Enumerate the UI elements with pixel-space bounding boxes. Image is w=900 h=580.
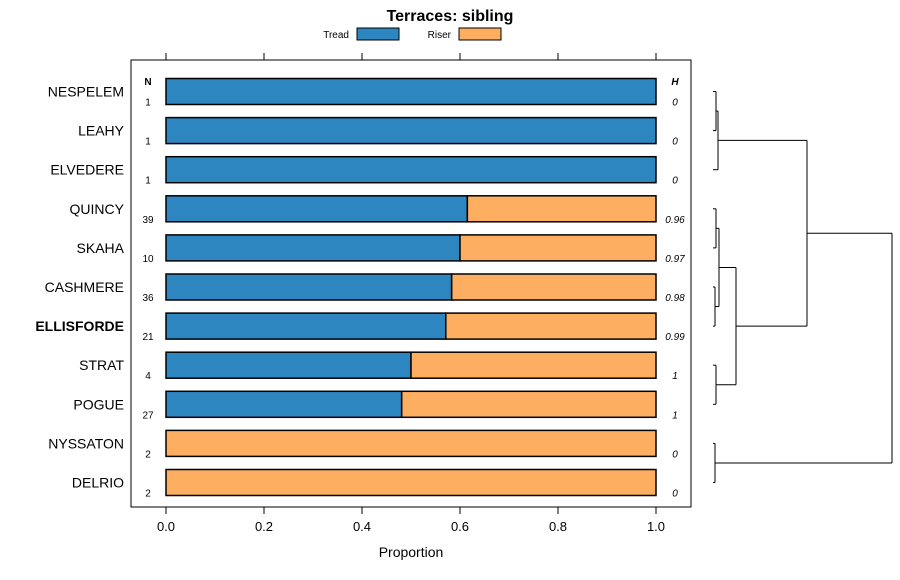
x-axis: 0.0 0.2 0.4 0.6 0.8 1.0: [157, 53, 665, 534]
n-value-pogue: 27: [142, 410, 154, 421]
x-tick-label: 0.2: [255, 519, 273, 534]
category-label-leahy: LEAHY: [78, 123, 125, 139]
category-label-nespelem: NESPELEM: [48, 84, 124, 100]
legend-swatch-riser: [458, 27, 502, 41]
x-tick-label: 0.6: [451, 519, 469, 534]
bar-riser-ellisforde: [445, 312, 657, 340]
h-value-skaha: 0.97: [665, 254, 685, 265]
n-value-nyssaton: 2: [145, 449, 151, 460]
category-label-delrio: DELRIO: [72, 475, 124, 491]
category-label-skaha: SKAHA: [77, 240, 125, 256]
category-label-cashmere: CASHMERE: [45, 279, 124, 295]
bar-riser-cashmere: [450, 273, 657, 301]
chart-title: Terraces: sibling: [387, 8, 514, 25]
h-header: H: [671, 77, 679, 88]
n-value-ellisforde: 21: [142, 332, 154, 343]
bar-tread-nespelem: [165, 77, 657, 106]
bar-tread-pogue: [165, 390, 403, 419]
bar-tread-quincy: [165, 195, 469, 223]
x-axis-title: Proportion: [379, 544, 444, 560]
bar-riser-pogue: [400, 390, 657, 419]
category-label-elvedere: ELVEDERE: [50, 162, 124, 178]
category-label-pogue: POGUE: [73, 396, 124, 412]
bar-tread-elvedere: [165, 155, 657, 184]
h-value-ellisforde: 0.99: [665, 332, 685, 343]
h-value-pogue: 1: [672, 410, 678, 421]
h-value-cashmere: 0.98: [665, 293, 685, 304]
bar-riser-skaha: [459, 234, 657, 262]
n-values: 1 1 1 39 10 36 21 4 27 2 2: [142, 98, 154, 500]
n-header: N: [144, 77, 151, 88]
x-tick-label: 1.0: [647, 519, 665, 534]
category-label-ellisforde: ELLISFORDE: [35, 318, 124, 334]
bar-tread-leahy: [165, 116, 657, 145]
h-values: 0 0 0 0.96 0.97 0.98 0.99 1 1 0 0: [665, 98, 685, 500]
bar-riser-delrio: [165, 468, 657, 497]
bar-tread-ellisforde: [165, 312, 447, 340]
bar-tread-strat: [165, 351, 412, 379]
h-value-delrio: 0: [672, 489, 678, 500]
plot-frame: [130, 59, 692, 508]
category-label-quincy: QUINCY: [70, 201, 125, 217]
category-label-strat: STRAT: [79, 357, 124, 373]
h-value-nyssaton: 0: [672, 449, 678, 460]
legend-label-tread: Tread: [323, 30, 349, 41]
x-tick-label: 0.0: [157, 519, 175, 534]
n-value-strat: 4: [145, 371, 151, 382]
h-value-elvedere: 0: [672, 176, 678, 187]
bar-tread-cashmere: [165, 273, 453, 301]
bar-riser-strat: [410, 351, 657, 379]
n-value-leahy: 1: [145, 137, 151, 148]
bars: [165, 77, 657, 497]
legend-swatch-tread: [356, 27, 400, 41]
x-tick-label: 0.8: [549, 519, 567, 534]
n-value-nespelem: 1: [145, 98, 151, 109]
h-value-leahy: 0: [672, 137, 678, 148]
h-value-nespelem: 0: [672, 98, 678, 109]
bar-tread-skaha: [165, 234, 461, 262]
h-value-quincy: 0.96: [665, 215, 685, 226]
n-value-quincy: 39: [142, 215, 154, 226]
x-tick-label: 0.4: [353, 519, 371, 534]
bar-riser-quincy: [466, 195, 657, 223]
dendrogram: [713, 91, 893, 483]
n-value-delrio: 2: [145, 489, 151, 500]
legend-label-riser: Riser: [428, 30, 452, 41]
n-value-elvedere: 1: [145, 176, 151, 187]
category-labels: NESPELEM LEAHY ELVEDERE QUINCY SKAHA CASHMERE…: [35, 84, 124, 491]
n-value-cashmere: 36: [142, 293, 154, 304]
n-value-skaha: 10: [142, 254, 154, 265]
legend: Tread Riser: [323, 27, 502, 41]
category-label-nyssaton: NYSSATON: [48, 435, 124, 451]
bar-riser-nyssaton: [165, 429, 657, 458]
h-value-strat: 1: [672, 371, 678, 382]
